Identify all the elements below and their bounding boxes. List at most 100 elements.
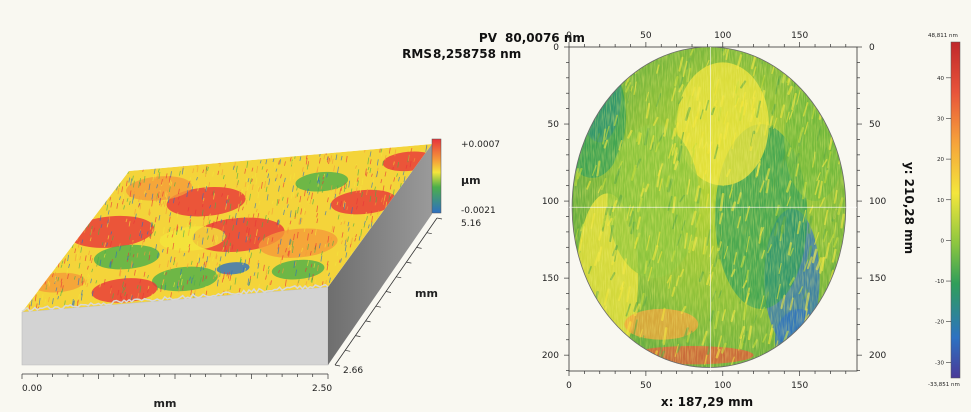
heatmap-streak [823, 317, 830, 336]
surface-spike [252, 213, 255, 219]
surface-spike [149, 212, 151, 216]
surface-spike [331, 158, 334, 164]
heatmap-streak [580, 85, 587, 102]
surface-spike [129, 245, 132, 252]
surface-spike [103, 279, 106, 285]
surface-spike [396, 173, 398, 177]
surface-spike [343, 220, 346, 225]
heatmap-streak [797, 51, 802, 68]
surface-spike [364, 220, 366, 225]
colorbar-left [431, 138, 442, 214]
surface-spike [217, 272, 220, 279]
surface-spike [162, 278, 165, 285]
surface-spike [214, 202, 217, 209]
surface-spike [93, 227, 96, 232]
surface-spike [245, 252, 248, 258]
surface-spike [388, 147, 391, 154]
surface-spike [215, 272, 217, 277]
surface-spike [123, 205, 125, 210]
surface-spike [172, 242, 175, 250]
surface-spike [121, 186, 124, 193]
surface-spike [152, 227, 155, 233]
heatmap-streak [651, 47, 655, 49]
surface-spike [271, 237, 274, 242]
surface-spike [216, 236, 218, 244]
heatmap-streak [585, 306, 590, 324]
surface-spike [326, 173, 328, 178]
surface-spike [245, 199, 248, 205]
surface-spike [267, 237, 269, 245]
heatmap-streak [857, 235, 860, 246]
heatmap-streak [578, 55, 584, 72]
surface-texture [28, 144, 432, 311]
surface-spike [148, 210, 151, 216]
surface-spike [204, 285, 207, 293]
surface-spike [244, 181, 247, 187]
surface-spike [221, 169, 224, 176]
surface-spike [81, 276, 84, 284]
surface-spike [224, 245, 227, 252]
surface-spike [248, 257, 251, 265]
surface-spike [204, 183, 207, 190]
surface-spike [329, 277, 331, 283]
surface-spike [285, 248, 287, 253]
surface-spike [228, 271, 230, 279]
surface-spike [95, 280, 98, 284]
surface-spike [240, 200, 242, 205]
colorbar-max-label: +0.0007 [461, 140, 500, 150]
surface-spike [298, 220, 301, 225]
heatmap-streak [573, 304, 578, 314]
surface-spike [188, 247, 191, 253]
surface-spike [202, 201, 204, 208]
surface-spike [307, 233, 309, 241]
surface-spike [202, 219, 205, 227]
surface-spike [284, 279, 287, 287]
surface-spike [216, 213, 219, 220]
surface-spike [279, 159, 282, 165]
surface-spike [219, 271, 221, 277]
heatmap-streak [574, 302, 581, 320]
surface-spike [128, 201, 131, 206]
surface-spike [124, 286, 126, 291]
surface-spike [215, 253, 218, 259]
surface-spike [207, 221, 209, 226]
surface-spike [287, 250, 290, 256]
surface-spike [293, 172, 296, 180]
surface-spike [293, 260, 296, 268]
surface-spike [139, 279, 142, 284]
surface-spike [314, 279, 316, 286]
surface-spike [78, 262, 81, 269]
surface-spike [156, 184, 158, 189]
surface-spike [263, 264, 265, 272]
surface-spike [99, 215, 102, 221]
surface-spike [307, 196, 310, 203]
heatmap-streak [837, 262, 844, 272]
surface-spike [130, 295, 133, 301]
surface-spike [187, 207, 190, 212]
surface-spike [57, 277, 60, 282]
surface-spike [264, 180, 266, 188]
surface-spike [300, 208, 303, 215]
surface-spike [222, 175, 225, 180]
surface-spike [237, 206, 240, 212]
surface-spike [141, 241, 144, 247]
surface-spike [164, 200, 166, 207]
surface-spike [259, 249, 262, 254]
surface-spike [272, 158, 275, 163]
surface-spike [337, 214, 340, 220]
surface-spike [141, 221, 144, 227]
surface-spike [234, 213, 237, 219]
surface-spike [336, 185, 339, 190]
surface-spike [159, 198, 162, 206]
surface-spike [241, 189, 243, 195]
surface-spike [147, 288, 149, 293]
surface-spike [106, 222, 109, 228]
surface-spike [256, 272, 259, 279]
surface-spike [111, 235, 114, 241]
surface-spike [246, 227, 248, 233]
surface-spike [209, 213, 211, 218]
surface-spike [173, 197, 175, 204]
surface-spike [88, 274, 91, 279]
surface-spike [247, 184, 249, 191]
heatmap-streak [829, 115, 834, 130]
